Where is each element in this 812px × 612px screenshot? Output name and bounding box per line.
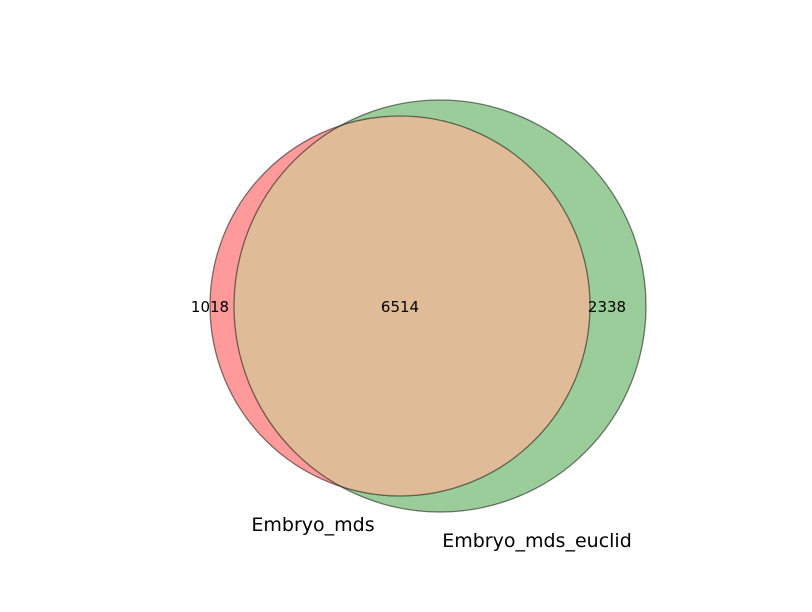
set-a-label: Embryo_mds xyxy=(251,514,374,536)
set-b-label: Embryo_mds_euclid xyxy=(442,530,632,552)
set-a-only-count: 1018 xyxy=(191,298,229,316)
set-b-outline xyxy=(233,99,647,513)
intersection-region xyxy=(234,116,590,496)
set-a-outline xyxy=(209,115,591,497)
set-b-only-count: 2338 xyxy=(588,298,626,316)
intersection-count: 6514 xyxy=(381,298,419,316)
